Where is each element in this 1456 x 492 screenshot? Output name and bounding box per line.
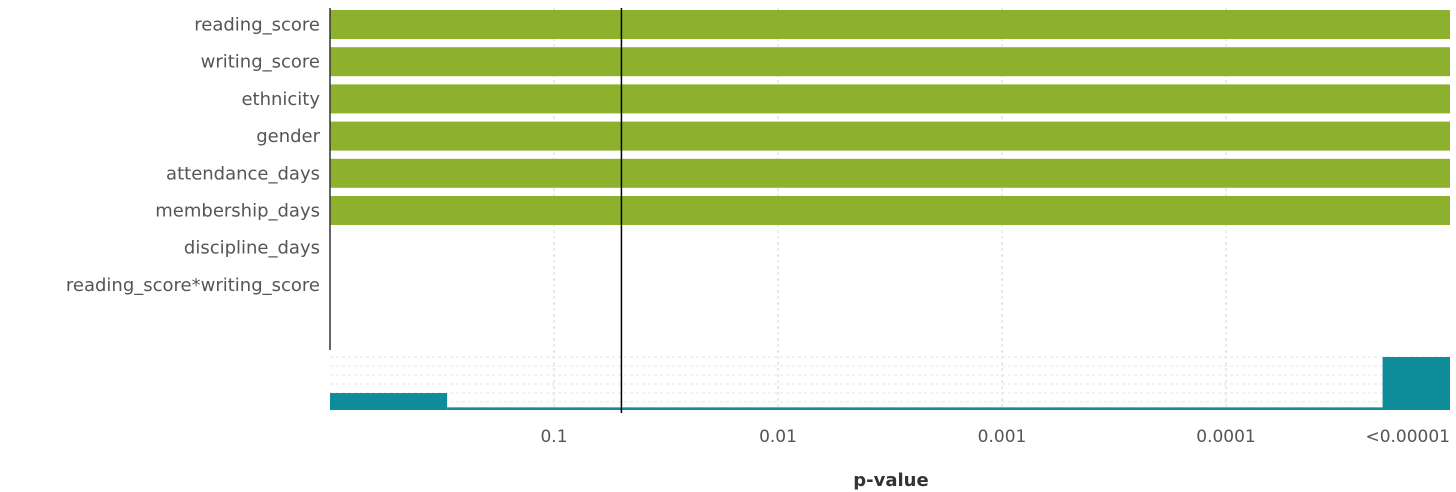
bar-gender[interactable] (330, 121, 1450, 151)
x-tick-label: <0.00001 (1365, 427, 1450, 447)
histogram-bin (1382, 357, 1450, 410)
category-label: reading_score (194, 15, 320, 36)
bar-attendance-days[interactable] (330, 158, 1450, 188)
x-tick-label: 0.1 (540, 427, 567, 447)
category-label: ethnicity (241, 89, 320, 110)
histogram-bin (447, 407, 1383, 410)
histogram-grid (330, 356, 1450, 403)
x-axis-ticks: 0.1 0.01 0.001 0.0001 <0.00001 (540, 427, 1450, 447)
category-label: attendance_days (166, 163, 320, 184)
category-label: reading_score*writing_score (66, 275, 320, 296)
bars-layer (330, 10, 1450, 225)
histogram-bin (330, 393, 448, 410)
histogram-layer (330, 357, 1450, 410)
bar-membership-days[interactable] (330, 196, 1450, 225)
bar-writing-score[interactable] (330, 47, 1450, 77)
bar-ethnicity[interactable] (330, 84, 1450, 114)
x-axis-title: p-value (853, 470, 928, 491)
x-tick-label: 0.0001 (1196, 427, 1255, 447)
x-tick-label: 0.01 (759, 427, 797, 447)
bar-reading-score[interactable] (330, 10, 1450, 39)
category-label: writing_score (201, 52, 320, 73)
x-tick-label: 0.001 (978, 427, 1027, 447)
category-label: membership_days (155, 201, 320, 222)
category-labels: reading_score writing_score ethnicity gende… (66, 15, 321, 296)
category-label: gender (256, 126, 320, 147)
category-label: discipline_days (184, 238, 320, 259)
